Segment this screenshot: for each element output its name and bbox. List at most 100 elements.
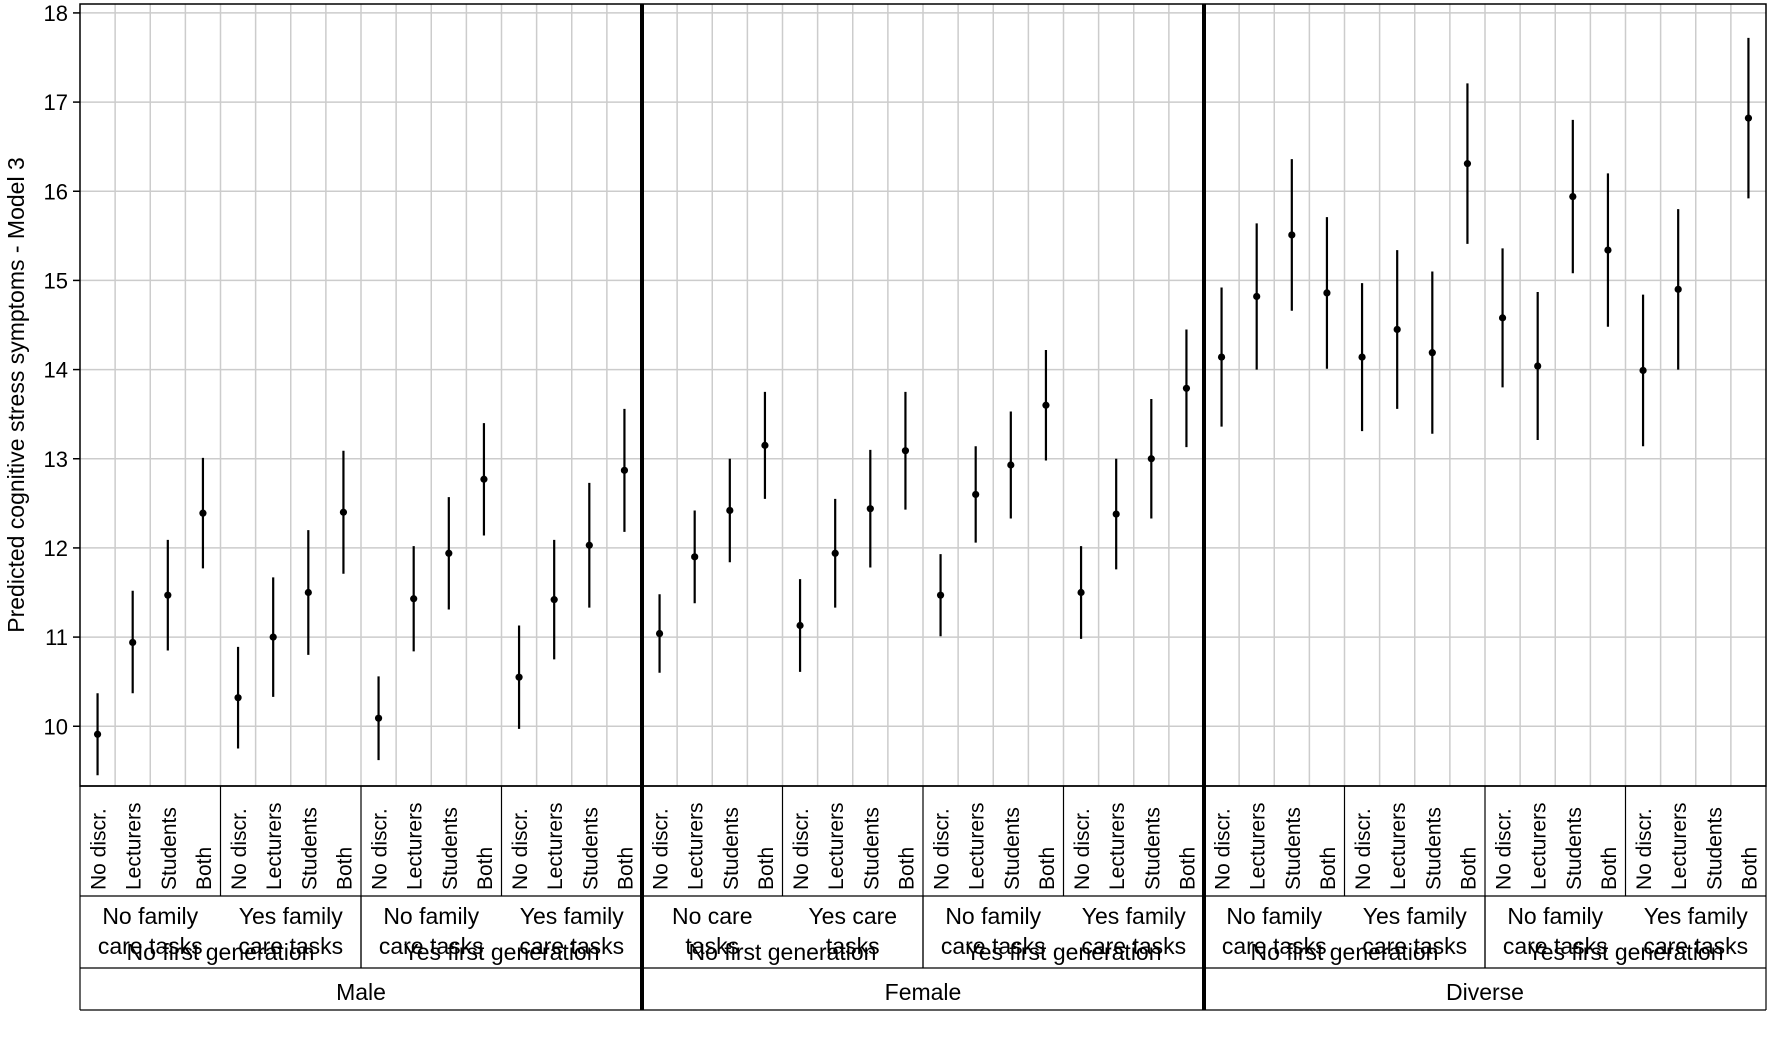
data-point <box>620 466 629 474</box>
y-tick-label: 17 <box>44 90 68 115</box>
data-point <box>1042 401 1050 409</box>
category-label: Lecturers <box>123 802 146 890</box>
care-group-label: care tasks <box>1362 933 1467 959</box>
care-group-label: care tasks <box>1503 933 1608 959</box>
data-point <box>339 508 348 516</box>
category-label: No discr. <box>1071 808 1094 890</box>
category-label: Lecturers <box>1247 802 1270 890</box>
data-point <box>691 553 699 561</box>
data-point <box>1428 349 1436 357</box>
category-label: Students <box>1703 807 1726 890</box>
data-point <box>1498 314 1507 322</box>
generation-label: Yes first generation <box>1527 939 1723 965</box>
generation-label: No first generation <box>1251 939 1439 965</box>
category-label: No discr. <box>790 808 813 890</box>
category-label: No discr. <box>509 808 532 890</box>
data-point <box>164 591 172 599</box>
y-tick-label: 15 <box>44 268 68 293</box>
data-point <box>1253 292 1261 301</box>
category-label: No discr. <box>1633 808 1656 890</box>
category-label: Both <box>614 847 637 890</box>
data-point <box>1534 362 1542 370</box>
category-label: Both <box>474 847 497 890</box>
generation-label: No first generation <box>689 939 877 965</box>
care-group-label: Yes family <box>520 903 624 929</box>
data-point <box>129 638 137 647</box>
data-point <box>550 596 558 604</box>
category-label: Both <box>1738 847 1761 890</box>
data-point <box>199 509 207 517</box>
care-group-label: tasks <box>826 933 880 959</box>
data-point <box>480 475 488 483</box>
generation-label: Yes first generation <box>965 939 1161 965</box>
category-label: Both <box>1317 847 1340 890</box>
data-point <box>655 629 664 638</box>
data-point <box>972 490 980 499</box>
facet-label: Female <box>885 979 962 1005</box>
category-label: No discr. <box>1352 808 1375 890</box>
care-group-label: Yes care <box>808 903 897 929</box>
data-point <box>374 714 383 722</box>
category-label: Both <box>895 847 918 890</box>
y-tick-label: 10 <box>44 714 68 739</box>
data-point <box>1463 160 1472 168</box>
category-label: No discr. <box>369 808 392 890</box>
category-label: Students <box>158 807 181 890</box>
y-axis-title: Predicted cognitive stress symptoms - Mo… <box>3 157 29 633</box>
category-label: Students <box>860 807 883 890</box>
care-group-label: Yes family <box>1644 903 1748 929</box>
category-label: Students <box>1141 807 1164 890</box>
data-point <box>1007 461 1015 469</box>
care-group-label: care tasks <box>238 933 343 959</box>
data-point <box>93 730 102 738</box>
care-group-label: care tasks <box>1081 933 1186 959</box>
care-group-label: tasks <box>685 933 739 959</box>
category-label: Students <box>1563 807 1586 890</box>
data-point <box>1077 588 1085 597</box>
category-label: No discr. <box>1212 808 1235 890</box>
data-point <box>1182 384 1191 392</box>
data-point <box>1358 353 1366 361</box>
category-label: Students <box>579 807 602 890</box>
data-point <box>1639 366 1647 375</box>
category-label: Lecturers <box>1528 802 1551 890</box>
data-point <box>901 447 910 455</box>
data-point <box>1217 353 1226 361</box>
data-point <box>1393 325 1401 334</box>
generation-label: Yes first generation <box>403 939 599 965</box>
care-group-label: No care <box>672 903 753 929</box>
category-label: Students <box>1001 807 1024 890</box>
data-point <box>234 694 242 702</box>
category-label: No discr. <box>650 808 673 890</box>
plot-frame <box>79 3 1767 787</box>
data-point <box>1569 193 1577 201</box>
care-group-label: No family <box>1226 903 1322 929</box>
data-point <box>515 673 523 681</box>
care-group-label: Yes family <box>1363 903 1467 929</box>
data-point <box>1288 231 1296 239</box>
category-label: Students <box>1422 807 1445 890</box>
data-point <box>796 621 804 630</box>
category-label: No discr. <box>931 808 954 890</box>
data-point <box>410 595 418 603</box>
y-tick-label: 14 <box>44 358 68 383</box>
data-point <box>1604 246 1612 254</box>
category-label: Lecturers <box>404 802 427 890</box>
care-group-label: No family <box>1507 903 1603 929</box>
data-point <box>831 549 839 557</box>
category-label: No discr. <box>228 808 251 890</box>
category-label: Both <box>1176 847 1199 890</box>
category-label: Both <box>1457 847 1480 890</box>
category-label: Students <box>439 807 462 890</box>
category-label: No discr. <box>1493 808 1516 890</box>
care-group-label: No family <box>102 903 198 929</box>
category-label: Both <box>1598 847 1621 890</box>
category-label: Students <box>720 807 743 890</box>
care-group-label: No family <box>383 903 479 929</box>
care-group-label: care tasks <box>519 933 624 959</box>
care-group-label: care tasks <box>941 933 1046 959</box>
care-group-label: Yes family <box>239 903 343 929</box>
category-label: Lecturers <box>544 802 567 890</box>
facet-label: Male <box>336 979 386 1005</box>
care-group-label: care tasks <box>1222 933 1327 959</box>
